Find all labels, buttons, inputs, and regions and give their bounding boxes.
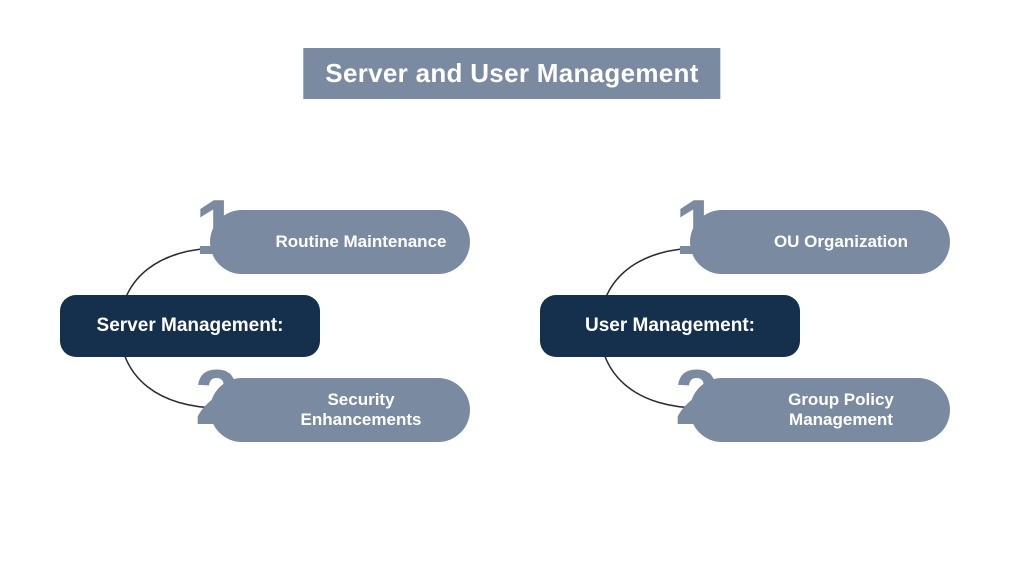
group-user-management: User Management: OU Organization 1 Group… [540,200,970,460]
group-server-management: Server Management: Routine Maintenance 1… [60,200,490,460]
root-label: Server Management: [97,315,284,337]
child-pill-security-enhancements: Security Enhancements [210,378,470,442]
child-pill-ou-organization: OU Organization [690,210,950,274]
page-title: Server and User Management [303,48,720,99]
child-label: Group Policy Management [748,390,950,431]
root-label: User Management: [585,315,755,337]
root-pill-user: User Management: [540,295,800,357]
child-label: Security Enhancements [268,390,470,431]
root-pill-server: Server Management: [60,295,320,357]
child-pill-group-policy: Group Policy Management [690,378,950,442]
child-label: Routine Maintenance [268,232,470,252]
child-pill-routine-maintenance: Routine Maintenance [210,210,470,274]
child-label: OU Organization [748,232,950,252]
